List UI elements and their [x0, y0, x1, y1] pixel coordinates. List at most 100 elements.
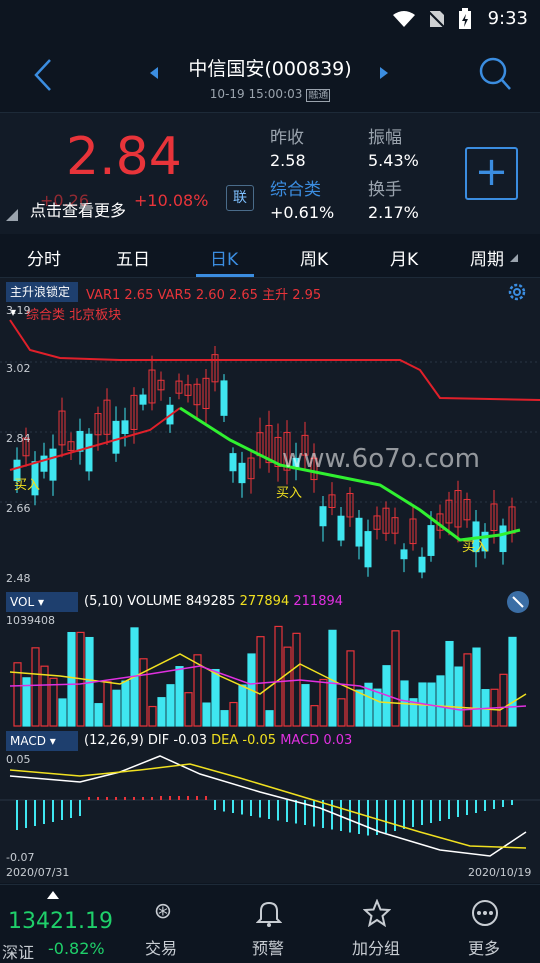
prev-stock-icon[interactable]	[148, 66, 160, 80]
volume-bar	[499, 673, 508, 727]
volume-bar	[139, 658, 148, 727]
volume-bar	[346, 650, 355, 727]
more-icon[interactable]	[471, 899, 499, 927]
active-tab-indicator	[196, 274, 254, 277]
candle-body	[130, 394, 138, 430]
trend-line-green	[179, 406, 521, 542]
candlestick-chart[interactable]	[0, 300, 540, 590]
back-icon[interactable]	[32, 58, 54, 92]
candle-body	[337, 515, 345, 541]
nav-alert[interactable]: 预警	[252, 939, 285, 958]
header: 中信国安(000839) 10-19 15:00:03 融通	[0, 38, 540, 110]
turnover-label: 换手	[368, 180, 402, 200]
candle-body	[346, 493, 354, 518]
volume-ma5-line	[9, 653, 527, 711]
volume-bar	[148, 705, 157, 727]
volume-bar	[13, 662, 22, 727]
volume-bar	[373, 688, 382, 727]
prev-close-label: 昨收	[270, 128, 304, 148]
candle-body	[85, 433, 93, 472]
volume-bar	[202, 702, 211, 727]
tab-five-day[interactable]: 五日	[116, 250, 150, 270]
candle-body	[157, 379, 165, 391]
candle-body	[463, 498, 471, 521]
volume-bar	[256, 636, 265, 727]
vol-indicator-select[interactable]: VOL ▾	[6, 592, 78, 612]
tab-monthly-k[interactable]: 月K	[390, 250, 419, 270]
turnover-value: 2.17%	[368, 203, 419, 222]
macd-chart[interactable]	[0, 752, 540, 864]
volume-chart[interactable]	[0, 614, 540, 728]
date-end: 2020/10/19	[468, 866, 532, 879]
candle-body	[382, 507, 390, 534]
index-change: -0.82%	[48, 939, 105, 958]
chart-area	[0, 278, 540, 883]
main-indicator-values: VAR1 2.65 VAR5 2.60 2.65 主升 2.95	[86, 288, 322, 303]
macd-indicator-select[interactable]: MACD ▾	[6, 731, 78, 751]
tab-daily-k[interactable]: 日K	[210, 250, 239, 270]
candle-body	[76, 430, 84, 452]
nav-trade[interactable]: 交易	[145, 939, 178, 958]
tab-intraday[interactable]: 分时	[27, 250, 61, 270]
candle-body	[265, 425, 273, 464]
candle-body	[13, 459, 21, 482]
macd-indicator-values: (12,26,9) DIF -0.03 DEA -0.05 MACD 0.03	[84, 733, 353, 748]
buy-signal-1: 买入	[14, 478, 41, 493]
status-bar: 9:33	[0, 0, 540, 38]
macd-bottom-label: -0.07	[6, 851, 35, 864]
volume-bar	[40, 665, 49, 727]
candle-body	[58, 410, 66, 446]
candle-body	[247, 457, 255, 480]
candle-body	[373, 515, 381, 530]
volume-bar	[22, 677, 31, 727]
star-icon[interactable]	[363, 899, 391, 927]
candle-body	[148, 369, 156, 404]
period-tabs: 分时 五日 日K 周K 月K 周期	[0, 236, 540, 278]
volume-bar	[508, 636, 517, 727]
candle-body	[94, 413, 102, 436]
candle-body	[238, 462, 246, 484]
volume-bar	[166, 684, 175, 727]
vol-max-label: 1039408	[6, 614, 55, 627]
stock-title: 中信国安(000839)	[188, 58, 352, 80]
nav-more[interactable]: 更多	[468, 939, 501, 958]
volume-bar	[94, 703, 103, 727]
next-stock-icon[interactable]	[378, 66, 390, 80]
sector-label[interactable]: 综合类	[270, 180, 321, 200]
volume-bar	[445, 640, 454, 727]
candle-body	[193, 383, 201, 406]
candle-body	[409, 518, 417, 545]
linked-button[interactable]: 联	[226, 185, 254, 211]
add-watchlist-button[interactable]: +	[465, 147, 518, 200]
tab-period[interactable]: 周期	[470, 250, 504, 270]
expand-icon[interactable]	[506, 590, 530, 614]
candle-body	[400, 549, 408, 560]
settings-gear-icon[interactable]	[506, 281, 528, 303]
trade-icon[interactable]: ⊛	[153, 899, 173, 924]
main-indicator-select[interactable]: 主升浪锁定 ▾	[6, 282, 78, 319]
bottom-bar: 13421.19 深证 -0.82% ⊛ 交易 预警 加分组 更多	[0, 884, 540, 962]
index-name: 深证	[2, 943, 35, 962]
index-value[interactable]: 13421.19	[8, 909, 113, 934]
volume-bar	[49, 677, 58, 727]
tab-weekly-k[interactable]: 周K	[300, 250, 329, 270]
price-tick-4: 2.66	[6, 502, 31, 515]
bell-icon[interactable]	[256, 899, 282, 927]
volume-bar	[409, 698, 418, 727]
volume-bar	[58, 698, 67, 727]
volume-bar	[31, 647, 40, 727]
show-more-link[interactable]: 点击查看更多	[30, 201, 127, 220]
vol-indicator-values: (5,10) VOLUME 849285 277894 211894	[84, 594, 344, 609]
buy-signal-3: 买入	[462, 540, 489, 555]
candle-body	[364, 531, 372, 568]
volume-bar	[436, 675, 445, 727]
search-icon[interactable]	[478, 56, 512, 92]
watermark-text: www.6o7o.com	[282, 444, 480, 474]
candle-body	[490, 503, 498, 532]
candle-body	[328, 494, 336, 508]
volume-bar	[238, 684, 247, 727]
volume-bar	[472, 647, 481, 727]
stock-tags: 综合类 北京板块	[26, 308, 122, 323]
candle-body	[481, 531, 489, 552]
nav-add-group[interactable]: 加分组	[352, 939, 401, 958]
